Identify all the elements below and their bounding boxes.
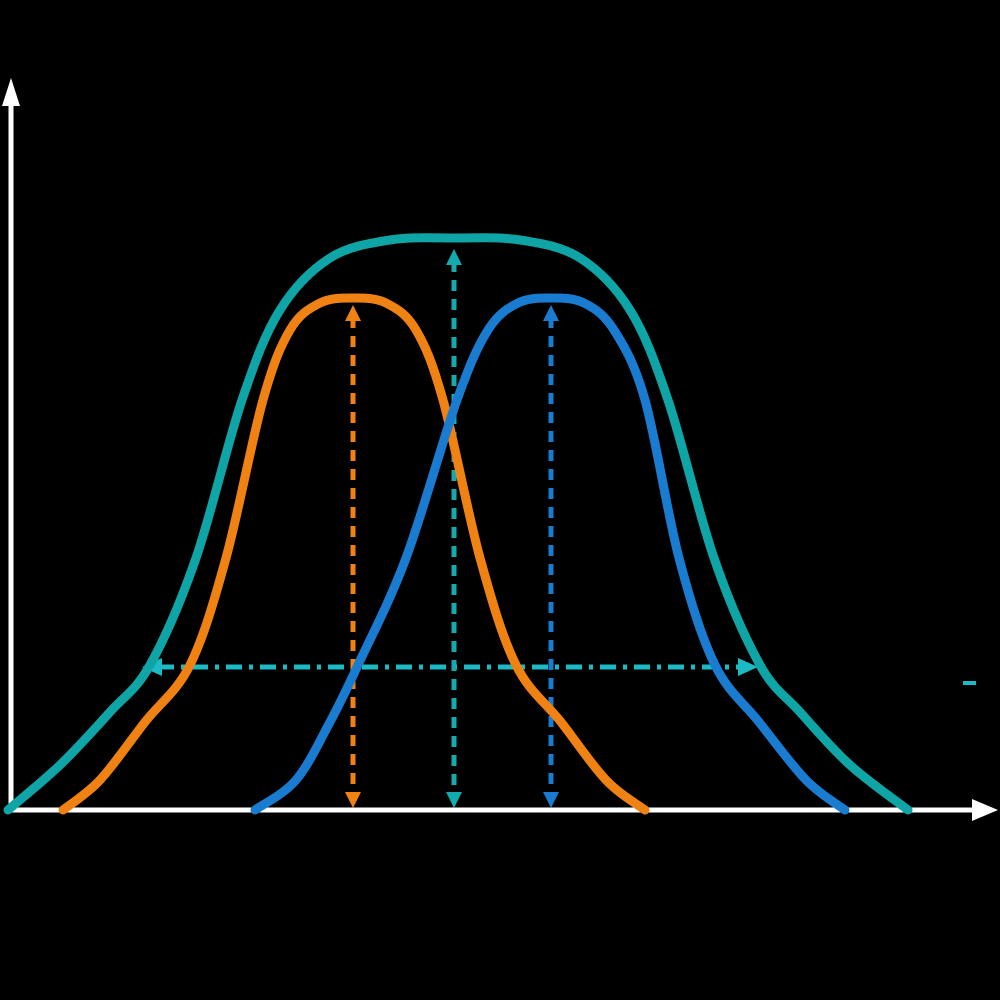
up-arrowhead-icon bbox=[345, 305, 361, 321]
y-axis bbox=[2, 78, 20, 812]
x-axis-arrowhead-icon bbox=[972, 799, 998, 821]
small-teal-dash bbox=[963, 681, 976, 685]
x-axis bbox=[8, 799, 998, 821]
y-axis-arrowhead-icon bbox=[2, 78, 20, 106]
up-arrowhead-icon bbox=[543, 305, 559, 321]
narrow-left-distribution-curve bbox=[58, 293, 650, 815]
right-arrowhead-icon bbox=[738, 658, 758, 676]
down-arrowhead-icon bbox=[345, 792, 361, 808]
wide-center-distribution-curve bbox=[3, 233, 913, 815]
left-peak-height-arrow bbox=[345, 305, 361, 808]
up-arrowhead-icon bbox=[446, 249, 462, 265]
down-arrowhead-icon bbox=[543, 792, 559, 808]
narrow-right-distribution-curve bbox=[250, 293, 850, 815]
center-peak-height-arrow bbox=[446, 249, 462, 808]
down-arrowhead-icon bbox=[446, 792, 462, 808]
